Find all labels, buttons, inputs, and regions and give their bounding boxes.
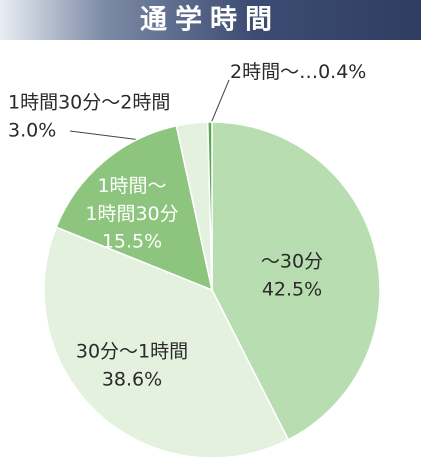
- category-label: 1時間30分〜2時間: [8, 92, 170, 114]
- value-label: 0.4%: [318, 61, 366, 83]
- pie-slice: [207, 121, 213, 291]
- title: 通学時間: [140, 4, 280, 36]
- value-label: 38.6%: [102, 369, 162, 391]
- category-label: 〜30分: [261, 251, 323, 273]
- value-label: 15.5%: [102, 231, 162, 253]
- pie-slice: [211, 121, 381, 441]
- value-label: 42.5%: [262, 279, 322, 301]
- title-band: [0, 0, 421, 40]
- category-label: 30分〜1時間: [76, 341, 188, 363]
- leader-line: [208, 79, 230, 129]
- value-label: 3.0%: [8, 120, 56, 142]
- pie-slice: [43, 226, 290, 459]
- category-label: 2時間〜…0.4%: [230, 61, 366, 83]
- pie-slice: [55, 124, 214, 292]
- category-label: 1時間〜 1時間30分: [85, 175, 178, 225]
- category-label: 2時間〜…: [230, 61, 318, 83]
